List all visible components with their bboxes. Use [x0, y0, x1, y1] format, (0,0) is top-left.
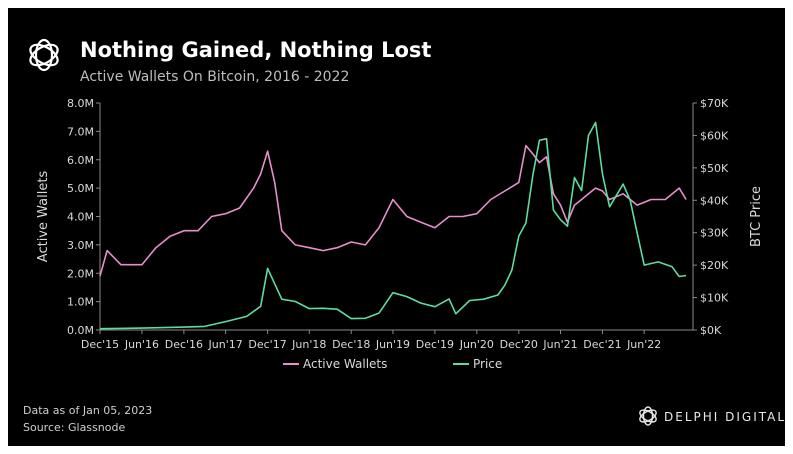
y2-tick-label: $60K	[700, 129, 729, 142]
y-tick-label: 1.0M	[67, 296, 94, 309]
y-tick-label: 7.0M	[67, 125, 94, 138]
legend-label: Price	[473, 357, 502, 371]
y-tick-label: 3.0M	[67, 239, 94, 252]
x-tick-label: Dec'19	[416, 338, 454, 351]
y-axis-title: Active Wallets	[36, 171, 51, 263]
x-tick-label: Jun'18	[291, 338, 326, 351]
y-tick-label: 4.0M	[67, 211, 94, 224]
legend-label: Active Wallets	[303, 357, 387, 371]
y-tick-label: 6.0M	[67, 154, 94, 167]
y2-tick-label: $0K	[700, 324, 722, 337]
x-tick-label: Dec'15	[81, 338, 119, 351]
y2-tick-label: $70K	[700, 97, 729, 110]
x-tick-label: Jun'19	[375, 338, 410, 351]
y2-tick-label: $30K	[700, 227, 729, 240]
y-tick-label: 2.0M	[67, 267, 94, 280]
x-tick-label: Jun'21	[542, 338, 577, 351]
price-line	[99, 121, 687, 330]
data-source-note: Source: Glassnode	[23, 421, 126, 434]
x-tick-label: Dec'18	[332, 338, 370, 351]
y2-axis-title: BTC Price	[749, 186, 764, 247]
chart-title: Nothing Gained, Nothing Lost	[80, 38, 432, 62]
chart-card	[8, 8, 785, 446]
y2-tick-label: $10K	[700, 292, 729, 305]
y-tick-label: 5.0M	[67, 182, 94, 195]
x-tick-label: Dec'21	[583, 338, 621, 351]
brand-name: DELPHI DIGITAL	[664, 410, 787, 424]
y2-tick-label: $20K	[700, 259, 729, 272]
x-tick-label: Dec'20	[500, 338, 538, 351]
x-tick-label: Dec'17	[248, 338, 286, 351]
y2-tick-label: $40K	[700, 194, 729, 207]
x-tick-label: Jun'22	[626, 338, 661, 351]
data-date-note: Data as of Jan 05, 2023	[23, 404, 153, 417]
x-tick-label: Jun'16	[124, 338, 159, 351]
x-tick-label: Jun'17	[208, 338, 243, 351]
y2-tick-label: $50K	[700, 162, 729, 175]
brand-logo-icon	[639, 406, 657, 426]
logo-icon	[29, 38, 59, 72]
x-tick-label: Jun'20	[459, 338, 494, 351]
y-tick-label: 8.0M	[67, 97, 94, 110]
active-wallets-line	[99, 144, 687, 277]
y-tick-label: 0.0M	[67, 324, 94, 337]
x-tick-label: Dec'16	[165, 338, 203, 351]
chart-subtitle: Active Wallets On Bitcoin, 2016 - 2022	[80, 69, 350, 85]
